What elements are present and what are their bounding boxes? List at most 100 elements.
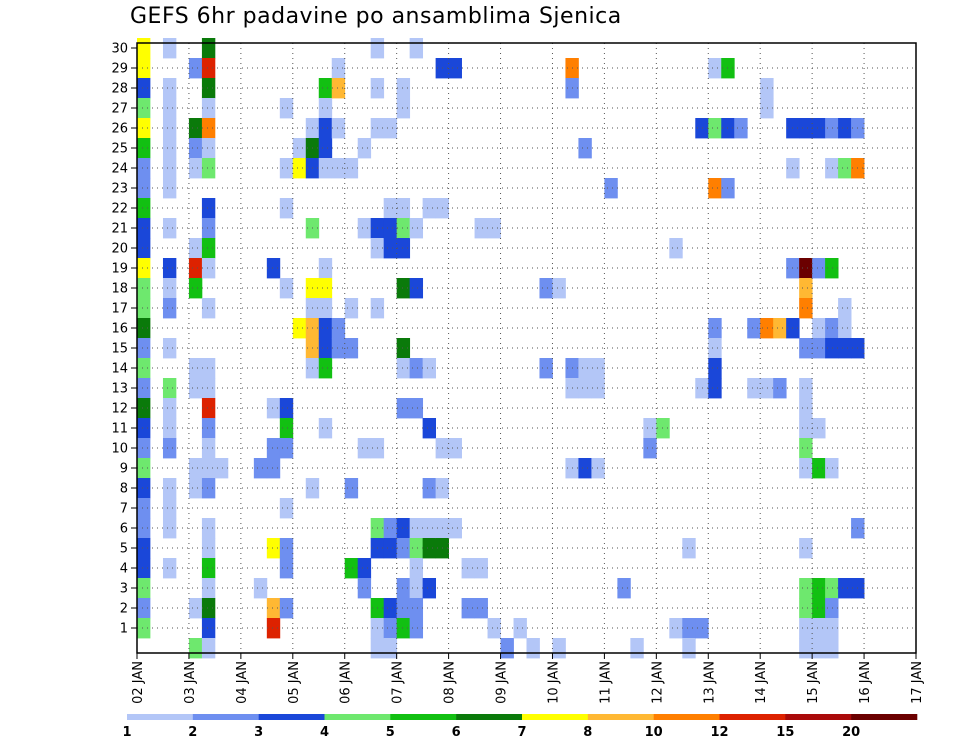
heatmap-cell [825,158,839,179]
x-tick-label: 08 JAN [443,661,458,704]
heatmap-cell [409,278,424,299]
y-tick-label: 10 [111,442,128,457]
heatmap-cell [137,98,151,119]
heatmap-cell [188,458,203,479]
heatmap-cell [539,278,553,299]
heatmap-cell [201,378,216,399]
heatmap-cell [396,338,411,359]
heatmap-cell [799,338,813,359]
heatmap-cell [188,118,203,139]
legend-swatch [192,714,259,720]
x-tick-label: 09 JAN [495,661,510,704]
y-tick-label: 19 [111,262,128,277]
heatmap-cell [799,258,813,279]
heatmap-cell [162,378,177,399]
heatmap-cell [357,218,372,239]
x-tick-label: 12 JAN [650,661,665,704]
heatmap-cell [643,438,657,459]
heatmap-cell [422,538,437,559]
heatmap-cell [695,378,709,399]
heatmap-cell [552,278,566,299]
legend-swatch [127,714,194,720]
legend-swatch [653,714,720,720]
heatmap-cell [279,598,294,619]
heatmap-cell [656,418,670,439]
heatmap-cell [448,438,462,459]
heatmap-cell [812,118,826,139]
heatmap-cell [825,618,839,639]
heatmap-cell [643,418,657,439]
heatmap-cell [201,38,216,59]
heatmap-cell [760,318,774,339]
heatmap-cell [162,38,177,59]
y-tick-label: 16 [111,322,128,337]
heatmap-cell [708,338,722,359]
heatmap-cell [734,118,748,139]
heatmap-cell [708,378,722,399]
x-tick-label: 10 JAN [546,661,561,704]
heatmap-cell [708,318,722,339]
legend-label: 6 [452,725,461,740]
heatmap-cell [214,458,229,479]
heatmap-cell [838,318,852,339]
heatmap-cell [539,358,553,379]
heatmap-cell [201,78,216,99]
x-axis: 02 JAN 03 JAN 04 JAN 05 JAN 06 JAN 07 JAN 08 J… [131,653,925,704]
heatmap-cell [799,618,813,639]
heatmap-cell [188,378,203,399]
heatmap-cell [383,238,398,259]
heatmap-cell [422,578,437,599]
heatmap-cell [799,438,813,459]
heatmap-cell [422,478,437,499]
heatmap-cell [448,518,462,539]
y-tick-label: 14 [111,362,128,377]
heatmap-cell [162,338,177,359]
heatmap-cell [409,358,424,379]
heatmap-cell [474,218,488,239]
heatmap-cell [799,538,813,559]
heatmap-cell [552,638,566,659]
heatmap-cell [838,298,852,319]
y-tick-label: 21 [111,222,128,237]
heatmap-cell [253,578,268,599]
heatmap-cell [201,558,216,579]
heatmap-cell [137,378,151,399]
heatmap-cell [812,418,826,439]
heatmap-cell [812,598,826,619]
heatmap-cell [137,538,151,559]
heatmap-cell [799,458,813,479]
heatmap-cell [409,598,424,619]
heatmap-cell [188,138,203,159]
heatmap-cell [162,478,177,499]
heatmap-cell [201,58,216,79]
heatmap-cell [422,198,437,219]
heatmap-cell [396,578,411,599]
y-tick-label: 12 [111,402,128,417]
heatmap-cell [318,138,333,159]
heatmap-cell [812,318,826,339]
heatmap-cell [279,538,294,559]
heatmap-cell [201,438,216,459]
heatmap-cell [279,418,294,439]
x-tick-label: 05 JAN [287,661,302,704]
heatmap-cell [188,258,203,279]
y-tick-label: 30 [111,42,128,57]
heatmap-cell [409,398,424,419]
y-tick-label: 22 [111,202,128,217]
y-tick-label: 1 [120,622,128,637]
heatmap-cell [344,158,359,179]
heatmap-cell [201,418,216,439]
x-tick-label: 11 JAN [598,661,613,704]
heatmap-cell [331,158,346,179]
heatmap-cell [708,178,722,199]
legend-swatch [522,714,589,720]
y-tick-label: 8 [120,482,128,497]
heatmap-cell [669,238,683,259]
heatmap-cell [162,298,177,319]
heatmap-cell [137,298,151,319]
legend-label: 10 [645,725,663,740]
heatmap-cell [799,578,813,599]
legend-swatch [456,714,523,720]
heatmap-cell [591,458,605,479]
